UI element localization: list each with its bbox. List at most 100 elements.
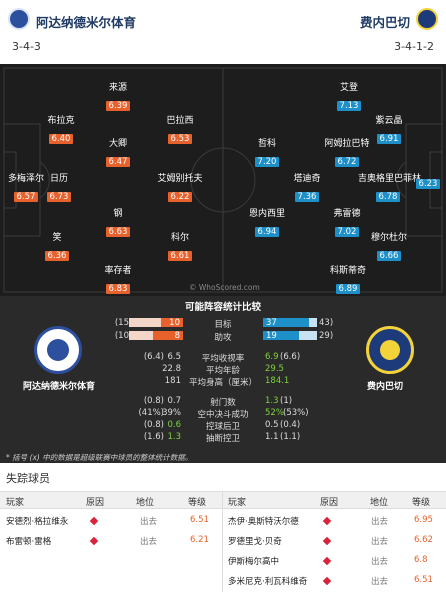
- away-value: 1.3: [265, 396, 279, 406]
- away-value: 1.1: [265, 432, 279, 442]
- away-player[interactable]: 6.23: [398, 171, 446, 190]
- away-player[interactable]: 艾登 7.13: [319, 80, 379, 112]
- missing-player-row[interactable]: 布雷顿·雷格 出去 6.21: [0, 531, 222, 551]
- player-rating: 6.61: [167, 251, 193, 261]
- pitch-lines: [3, 67, 443, 293]
- player-rating: 7.20: [254, 157, 280, 167]
- away-player[interactable]: 穆尔杜尔 6.66: [359, 230, 419, 262]
- home-value: 181: [164, 376, 181, 386]
- away-team-name[interactable]: 费内巴切: [359, 15, 410, 30]
- away-player[interactable]: 吉奥格里巴菲林 6.78: [358, 171, 421, 203]
- table-divider: [222, 491, 223, 592]
- home-value: 1.3: [167, 432, 181, 442]
- player-name[interactable]: 杰伊·奥斯特沃尔德: [228, 517, 299, 527]
- away-value: 52%: [265, 408, 284, 418]
- home-player[interactable]: 科尔 6.61: [150, 230, 210, 262]
- stats-title: 可能阵容统计比较: [184, 302, 261, 313]
- player-rating: 6.22: [167, 192, 193, 202]
- away-player[interactable]: 哲科 7.20: [237, 136, 297, 168]
- stat-label: 平均身高（厘米）: [188, 378, 257, 388]
- home-paren-value: (41%): [138, 408, 164, 418]
- stat-label: 平均收视率: [201, 354, 245, 364]
- away-player[interactable]: 恩内西里 6.94: [237, 206, 297, 238]
- home-formation: 3-4-3: [12, 40, 41, 53]
- home-value: 0.7: [167, 396, 181, 406]
- away-paren-value: (6.6): [280, 352, 301, 362]
- player-name: 巴拉西: [166, 116, 194, 126]
- away-paren-value: 43): [319, 318, 334, 328]
- home-player[interactable]: 大卿 6.47: [88, 136, 148, 168]
- player-rating: 6.95: [414, 515, 433, 525]
- missing-player-row[interactable]: 罗德里戈·贝奇 出去 6.62: [223, 531, 446, 551]
- watermark: © WhoScored.com: [189, 283, 260, 292]
- player-name[interactable]: 安德烈·格拉维永: [6, 517, 69, 527]
- home-player[interactable]: 来源 6.39: [88, 80, 148, 112]
- player-rating: 6.53: [167, 134, 193, 144]
- player-status: 出去: [371, 557, 389, 567]
- away-player[interactable]: 弗雷德 7.02: [317, 206, 377, 238]
- home-paren-value: (0.8): [143, 396, 164, 406]
- home-player[interactable]: 钢 6.63: [88, 206, 148, 238]
- home-player[interactable]: 笑 6.36: [27, 230, 87, 262]
- player-name[interactable]: 罗德里戈·贝奇: [228, 537, 282, 547]
- away-player[interactable]: 紫云晶 6.91: [359, 113, 419, 145]
- away-player[interactable]: 阿姆拉巴特 6.72: [317, 136, 377, 168]
- player-name[interactable]: 伊斯梅尔高中: [228, 557, 280, 567]
- away-player[interactable]: 科斯蒂奇 6.89: [318, 263, 378, 295]
- home-paren-value: (0.8): [143, 420, 164, 430]
- missing-player-row[interactable]: 安德烈·格拉维永 出去 6.51: [0, 511, 222, 531]
- player-name: 阿姆拉巴特: [324, 139, 370, 149]
- red-card-icon: [322, 536, 332, 546]
- player-name[interactable]: 布雷顿·雷格: [6, 537, 52, 547]
- missing-player-row[interactable]: 伊斯梅尔高中 出去 6.8: [223, 551, 446, 571]
- stat-label: 目标: [214, 320, 232, 330]
- player-name: 弗雷德: [333, 209, 361, 219]
- home-player[interactable]: 艾姆别托夫 6.22: [150, 171, 210, 203]
- away-value: 19: [266, 331, 277, 341]
- player-name: 科斯蒂奇: [329, 266, 366, 276]
- missing-players-title: 失踪球员: [6, 472, 50, 485]
- home-bar-track: [129, 318, 183, 327]
- header-player: 玩家: [6, 498, 25, 508]
- away-value: 0.5: [265, 420, 279, 430]
- header-position: 地位: [370, 498, 389, 508]
- header-reason: 原因: [320, 498, 339, 508]
- player-rating: 6.23: [415, 179, 441, 189]
- home-player[interactable]: 率存者 6.83: [88, 263, 148, 295]
- player-rating: 6.63: [105, 227, 131, 237]
- home-club-logo-icon: [34, 326, 82, 374]
- away-player[interactable]: 塔迪奇 7.36: [277, 171, 337, 203]
- player-rating: 6.51: [414, 575, 433, 585]
- header-rating: 等级: [412, 498, 431, 508]
- player-rating: 6.39: [105, 101, 131, 111]
- player-status: 出去: [140, 517, 158, 527]
- header-player: 玩家: [228, 498, 247, 508]
- player-rating: 6.66: [376, 251, 402, 261]
- red-card-icon: [322, 576, 332, 586]
- player-rating: 6.91: [376, 134, 402, 144]
- stat-label: 射门数: [210, 398, 236, 408]
- home-player[interactable]: 布拉克 6.40: [31, 113, 91, 145]
- player-name: 率存者: [104, 266, 132, 276]
- home-team-label: 阿达纳德米尔体育: [22, 382, 95, 392]
- away-paren-value: 29): [319, 331, 334, 341]
- home-team-name[interactable]: 阿达纳德米尔体育: [36, 15, 137, 30]
- missing-player-row[interactable]: 多米尼克·利瓦科维奇 出去 6.51: [223, 571, 446, 591]
- stat-label: 助攻: [214, 333, 232, 343]
- home-player[interactable]: 巴拉西 6.53: [150, 113, 210, 145]
- player-name: 塔迪奇: [293, 174, 321, 184]
- red-card-icon: [89, 536, 99, 546]
- home-player[interactable]: 日历 6.73: [29, 171, 89, 203]
- red-card-icon: [322, 516, 332, 526]
- missing-players: 失踪球员 玩家 原因 地位 等级 玩家 原因 地位 等级 安德烈·格拉维永 出去…: [0, 463, 446, 592]
- home-player[interactable]: 多梅泽尔 6.57: [0, 171, 56, 203]
- missing-table-header: 玩家 原因 地位 等级 玩家 原因 地位 等级: [0, 491, 446, 509]
- home-value: 39%: [162, 408, 181, 418]
- player-name[interactable]: 多米尼克·利瓦科维奇: [228, 577, 308, 587]
- player-status: 出去: [371, 577, 389, 587]
- player-rating: 6.36: [44, 251, 70, 261]
- player-name: 日历: [49, 174, 68, 184]
- player-name: 穆尔杜尔: [370, 233, 407, 243]
- missing-player-row[interactable]: 杰伊·奥斯特沃尔德 出去 6.95: [223, 511, 446, 531]
- player-rating: 6.21: [190, 535, 209, 545]
